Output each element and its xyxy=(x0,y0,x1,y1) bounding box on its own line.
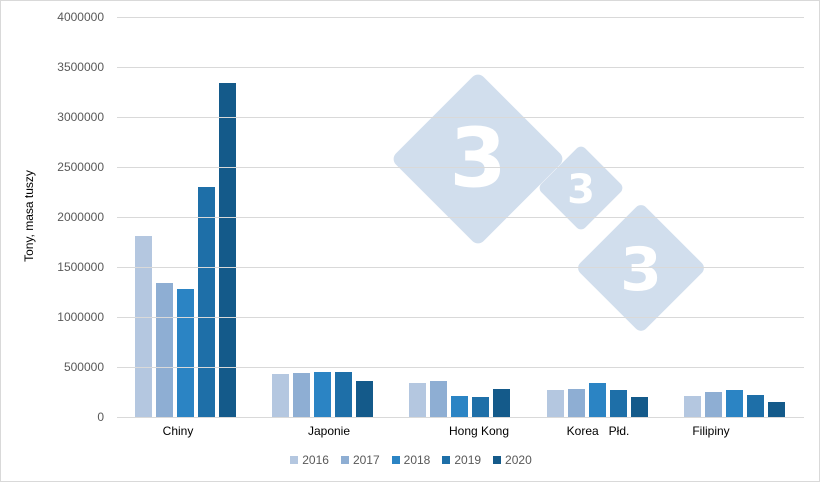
legend: 2016 2017 2018 2019 2020 xyxy=(1,453,820,467)
bar-2019 xyxy=(472,397,489,417)
gridline xyxy=(117,367,804,368)
legend-item: 2019 xyxy=(442,453,481,467)
bar-2017 xyxy=(568,389,585,417)
x-category-label: Japonie xyxy=(307,424,351,438)
bar-2020 xyxy=(219,83,236,417)
legend-swatch-icon xyxy=(391,456,400,464)
bar-2019 xyxy=(335,371,352,417)
bar-2019 xyxy=(747,395,764,417)
bar-2018 xyxy=(177,289,194,417)
x-category-label: Hong Kong xyxy=(448,424,510,438)
legend-label: 2018 xyxy=(403,453,431,467)
bar-2020 xyxy=(356,381,373,417)
bar-2018 xyxy=(726,389,743,417)
legend-item: 2016 xyxy=(290,453,329,467)
bar-2020 xyxy=(768,401,785,417)
bar-2019 xyxy=(610,390,627,417)
x-category-label: Korea Płd. xyxy=(566,424,630,438)
legend-swatch-icon xyxy=(442,456,451,464)
legend-item: 2020 xyxy=(493,453,532,467)
bar-2017 xyxy=(430,381,447,417)
bar-2020 xyxy=(631,397,648,417)
bar-2016 xyxy=(547,390,564,417)
legend-label: 2020 xyxy=(505,453,532,467)
watermark-logo-icon: 3 3 3 xyxy=(393,74,704,331)
y-tick-label: 4000000 xyxy=(57,10,104,24)
bar-2019 xyxy=(198,187,215,417)
bar-2016 xyxy=(684,396,701,417)
y-tick-label: 1500000 xyxy=(57,260,104,274)
y-tick-label: 3500000 xyxy=(57,60,104,74)
gridline xyxy=(117,117,804,118)
gridline xyxy=(117,67,804,68)
gridline xyxy=(117,267,804,268)
bar-2018 xyxy=(589,383,606,417)
legend-swatch-icon xyxy=(290,456,299,464)
bar-2018 xyxy=(451,395,468,417)
svg-text:3: 3 xyxy=(620,235,662,305)
legend-swatch-icon xyxy=(493,456,502,464)
svg-text:3: 3 xyxy=(449,112,506,207)
bar-2016 xyxy=(135,236,152,417)
plot-area: 3 3 3 xyxy=(117,17,804,418)
legend-label: 2017 xyxy=(352,453,380,467)
y-tick-label: 500000 xyxy=(63,360,104,374)
x-category-label: Chiny xyxy=(162,424,194,438)
svg-text:3: 3 xyxy=(567,167,595,213)
bar-2018 xyxy=(314,371,331,417)
gridline xyxy=(117,217,804,218)
y-tick-label: 3000000 xyxy=(57,110,104,124)
gridline xyxy=(117,167,804,168)
legend-item: 2017 xyxy=(340,453,380,467)
y-tick-label: 0 xyxy=(97,410,104,424)
gridline xyxy=(117,317,804,318)
bar-2017 xyxy=(705,392,722,417)
legend-swatch-icon xyxy=(340,456,349,464)
y-tick-label: 2500000 xyxy=(57,160,104,174)
legend-label: 2019 xyxy=(454,453,482,467)
bar-2016 xyxy=(272,374,289,417)
legend-label: 2016 xyxy=(302,453,329,467)
legend-item: 2018 xyxy=(391,453,431,467)
gridline xyxy=(117,17,804,18)
bar-2020 xyxy=(493,389,510,417)
gridline xyxy=(117,417,804,418)
bar-2017 xyxy=(293,373,310,417)
bar-2016 xyxy=(409,383,426,417)
x-category-label: Filipiny xyxy=(692,424,730,438)
bar-2017 xyxy=(156,283,173,417)
y-tick-label: 1000000 xyxy=(57,310,104,324)
y-tick-label: 2000000 xyxy=(57,210,104,224)
